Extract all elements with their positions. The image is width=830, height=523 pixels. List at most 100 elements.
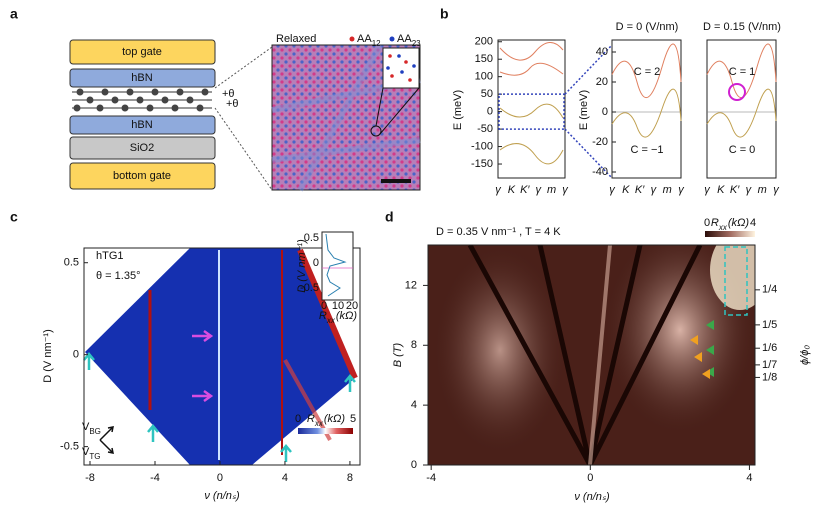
k-label: m [663,184,672,196]
gate-label: VBG [82,421,101,436]
axes-frame [427,244,756,466]
text-unit: (kΩ) [324,413,346,425]
k-label: K [508,184,516,196]
colorbar-label: Rxx(kΩ) [711,217,749,232]
band [611,88,682,138]
x-axis-label: ν (n/nₛ) [204,490,240,502]
inset-curve [325,233,347,297]
heatmap-c [85,248,358,465]
colorbar [298,428,353,434]
band [611,43,682,99]
y-tick-label: 4 [411,399,417,411]
k-label: γ [651,184,658,196]
k-label: m [758,184,767,196]
text-main: AA [397,33,412,45]
text-sub: 23 [412,39,421,48]
layer-label: top gate [122,46,162,58]
k-label: γ [495,184,502,196]
text-sub: xx [314,419,324,428]
colorbar-label: Rxx(kΩ) [307,413,345,428]
band [499,42,564,76]
text-main: V [82,446,90,458]
inset-tick-label: 0 [313,257,319,269]
y2-tick-label: 1/5 [762,319,777,331]
colorbar-tick: 0 [295,413,301,425]
y-tick-label: 0 [487,106,493,118]
y-tick-label: -100 [471,140,493,152]
axes-frame [497,39,566,179]
inset-tick-label: -0.5 [300,282,319,294]
y2-tick-label: 1/7 [762,359,777,371]
k-label: γ [678,184,685,196]
colorbar-tick: 4 [750,217,756,229]
k-label: K′ [635,184,645,196]
layer-label: hBN [131,72,152,84]
text-unit: (kΩ) [336,310,358,322]
layer [69,162,216,190]
y2-tick-label: 1/8 [762,371,777,383]
k-label: m [547,184,556,196]
subplot-title: D = 0 (V/nm) [616,21,679,33]
y-tick-label: 8 [411,339,417,351]
inset-tick-label: 10 [332,300,344,312]
k-label: γ [773,184,780,196]
axes-frame [706,39,777,179]
gate-label: VTG [82,446,100,461]
y-tick-label: -20 [592,136,608,148]
heatmap-d [428,245,755,465]
y-tick-label: -0.5 [60,441,79,453]
chern-number: C = −1 [630,144,663,156]
axes-frame [611,39,682,179]
inset-tick-label: 0.5 [304,232,319,244]
zoom-window [498,93,565,130]
chern-number: C = 0 [729,144,756,156]
layer-label: hBN [131,119,152,131]
y-tick-label: 0 [411,459,417,471]
y-tick-label: 200 [475,36,493,48]
k-label: γ [562,184,569,196]
y-tick-label: -50 [477,123,493,135]
legend-dot [349,36,355,42]
k-label: γ [704,184,711,196]
conditions: D = 0.35 V nm⁻¹ , T = 4 K [436,226,561,238]
inset-tick-label: 20 [346,300,358,312]
panel-label: a [10,6,18,22]
panel-label: d [385,209,394,225]
layer [69,115,216,135]
subplot-title: D = 0.15 (V/nm) [703,21,781,33]
layer [69,39,216,65]
zoom-lines [564,44,613,179]
text-main: R [711,217,719,229]
y-tick-label: 50 [481,88,493,100]
y-axis-label: B (T) [392,342,404,367]
x-tick-label: 4 [282,472,288,484]
text-main: AA [357,33,372,45]
y-tick-label: 20 [596,76,608,88]
inset-x-label: Rxx(kΩ) [319,310,357,325]
y2-tick-label: 1/6 [762,342,777,354]
y-tick-label: -150 [471,158,493,170]
y-axis-label: D (V nm⁻¹) [42,329,54,382]
y-tick-label: 150 [475,53,493,65]
k-label: K [622,184,630,196]
atom-lattice [72,88,212,112]
k-label: γ [746,184,753,196]
y2-axis-label: ϕ/ϕ₀ [799,345,811,365]
layer-label: SiO2 [130,142,154,154]
image-title: Relaxed [276,33,316,45]
moire-image [214,43,421,192]
text-sub: TG [89,452,100,461]
text-main: V [82,421,90,433]
panel-label: c [10,209,18,225]
colorbar-tick: 0 [704,217,710,229]
chern-number: C = 1 [729,66,756,78]
legend-dot [389,36,395,42]
text-main: R [319,310,327,322]
y-axis-label: E (meV) [578,90,590,130]
band [706,43,777,99]
text-sub: xx [326,316,336,325]
k-label: K′ [520,184,530,196]
k-label: K [717,184,725,196]
x-tick-label: 0 [587,472,593,484]
y-tick-label: 0 [73,349,79,361]
